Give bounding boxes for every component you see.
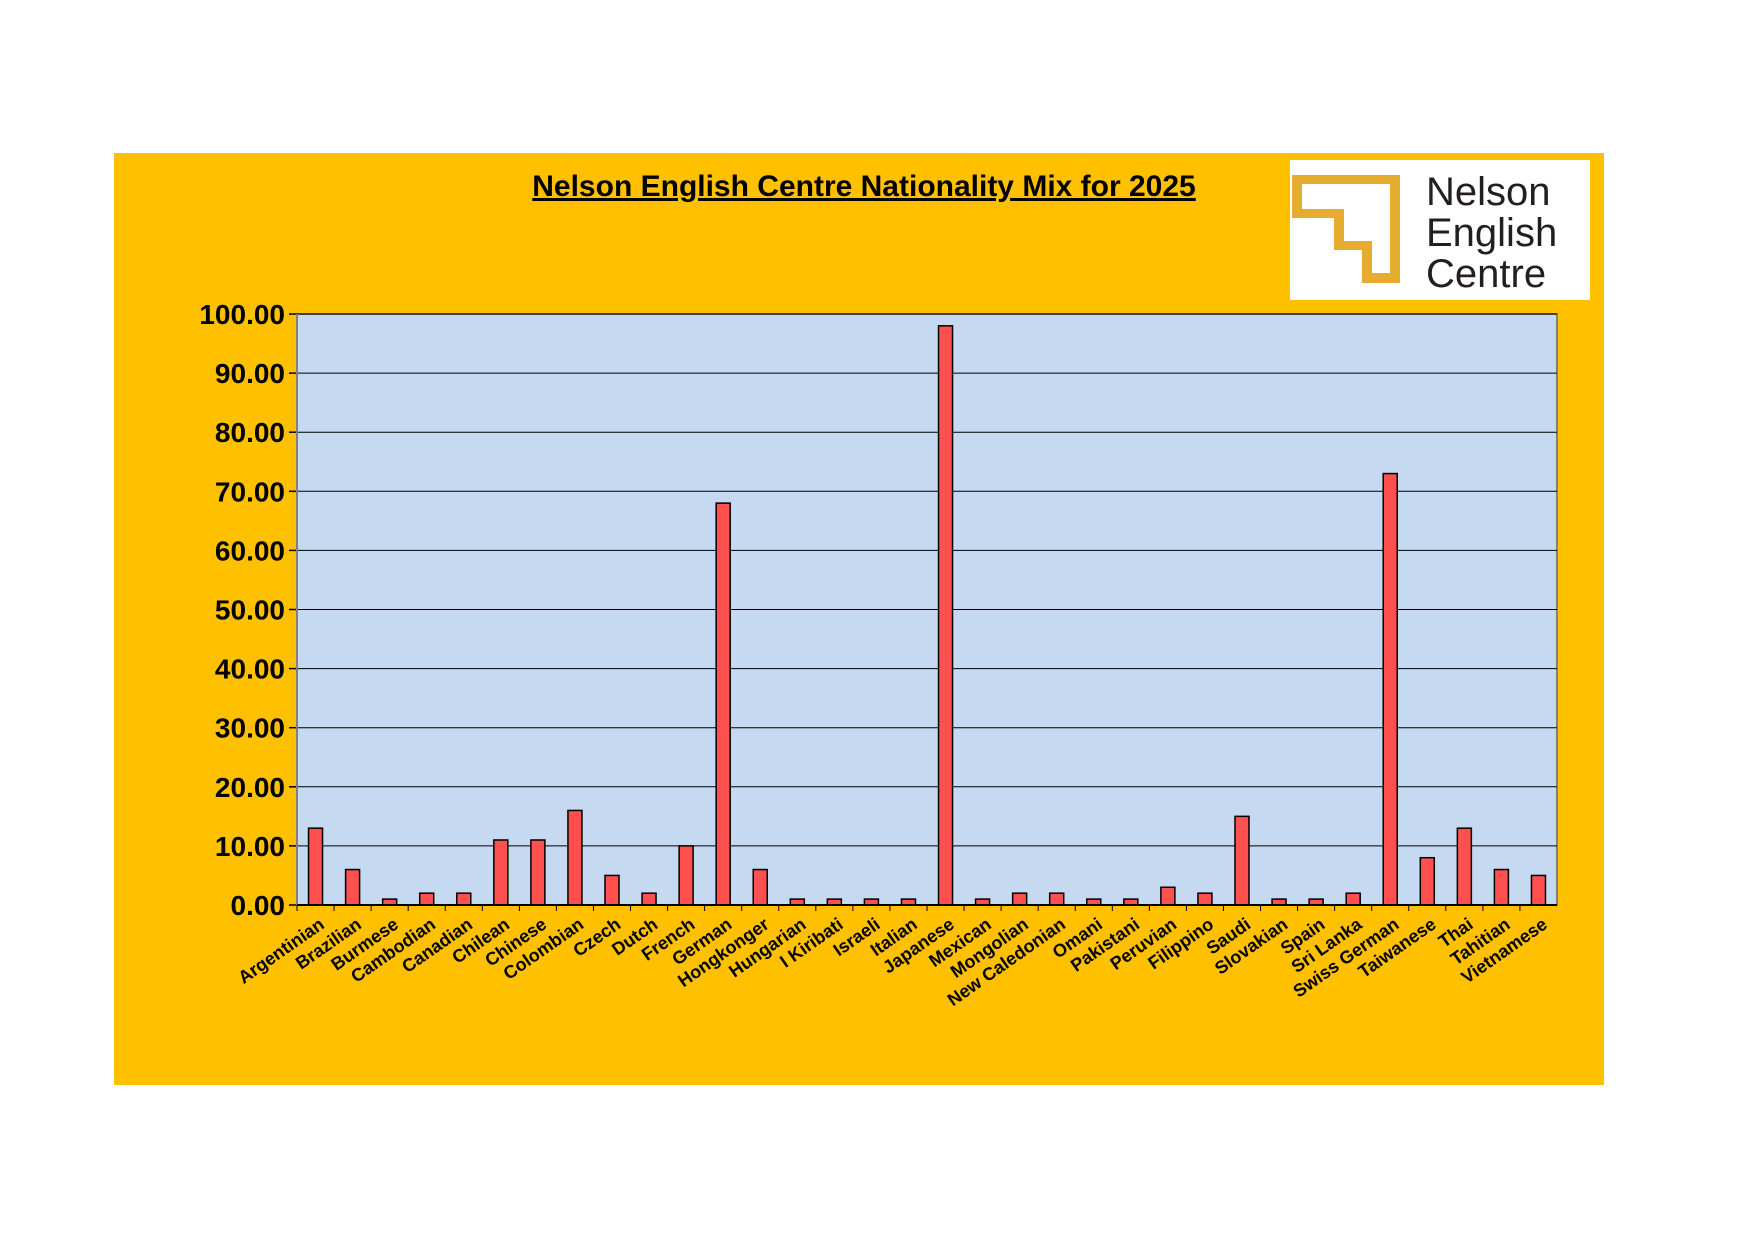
bar-tahitian bbox=[1493, 868, 1510, 906]
y-tick-label: 90.00 bbox=[215, 358, 285, 389]
bar-swiss-german bbox=[1382, 472, 1398, 906]
bar-thai bbox=[1456, 827, 1473, 906]
bar-chilean bbox=[493, 839, 509, 906]
bar-peruvian bbox=[1160, 886, 1176, 906]
y-tick-label: 0.00 bbox=[231, 890, 286, 921]
chart-title: Nelson English Centre Nationality Mix fo… bbox=[532, 170, 1196, 203]
logo-line-3: Centre bbox=[1426, 252, 1547, 296]
bar-saudi bbox=[1234, 815, 1250, 906]
bar-cambodian bbox=[418, 892, 435, 906]
y-tick-label: 50.00 bbox=[215, 595, 285, 626]
bar-mongolian bbox=[1011, 892, 1028, 906]
bar-sri-lanka bbox=[1345, 892, 1361, 906]
bar-chinese bbox=[530, 839, 546, 906]
y-tick-label: 10.00 bbox=[215, 831, 285, 862]
logo-line-1: Nelson bbox=[1426, 170, 1551, 214]
bar-czech bbox=[604, 874, 620, 906]
y-tick-label: 20.00 bbox=[215, 772, 285, 803]
y-tick-label: 70.00 bbox=[215, 476, 285, 507]
nelson-english-centre-logo: Nelson English Centre bbox=[1290, 160, 1590, 300]
y-tick-label: 100.00 bbox=[199, 299, 285, 330]
stair-logo-icon bbox=[1292, 175, 1400, 283]
bar-vietnamese bbox=[1530, 874, 1547, 906]
y-tick-label: 30.00 bbox=[215, 713, 285, 744]
bar-filippino bbox=[1197, 892, 1213, 906]
bar-argentinian bbox=[307, 827, 324, 906]
bar-japanese bbox=[937, 325, 954, 906]
bar-taiwanese bbox=[1419, 856, 1436, 906]
bar-colombian bbox=[567, 809, 583, 906]
bar-new-caledonian bbox=[1048, 892, 1065, 906]
bar-german bbox=[715, 502, 731, 906]
y-tick-label: 60.00 bbox=[215, 535, 285, 566]
logo-line-2: English bbox=[1426, 211, 1558, 255]
bar-hongkonger bbox=[752, 868, 768, 906]
y-tick-label: 80.00 bbox=[215, 417, 285, 448]
bar-canadian bbox=[456, 892, 472, 906]
bar-dutch bbox=[641, 892, 657, 906]
bar-french bbox=[678, 845, 694, 906]
y-tick-label: 40.00 bbox=[215, 654, 285, 685]
bar-brazilian bbox=[344, 868, 361, 906]
